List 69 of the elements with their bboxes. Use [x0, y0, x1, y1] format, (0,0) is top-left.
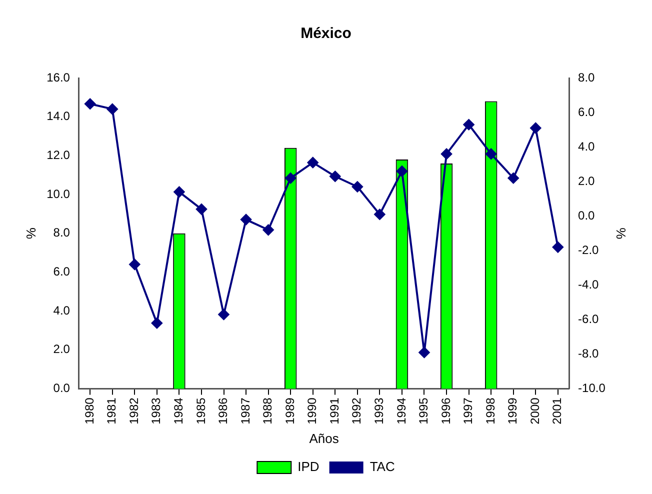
point	[307, 157, 318, 168]
chart-title: México	[300, 25, 352, 42]
x-tick-label: 1998	[483, 397, 498, 424]
point	[262, 224, 274, 236]
y-tick-label: 0.0	[53, 381, 70, 396]
point	[508, 172, 519, 184]
point	[218, 308, 230, 320]
x-tick-label: 1997	[461, 397, 476, 424]
point	[285, 172, 296, 184]
x-tick-label: 1996	[438, 397, 453, 424]
x-axis-title: Años	[309, 430, 340, 446]
x-tick-label: 2000	[528, 397, 542, 424]
y-tick-label: 8.0	[53, 226, 70, 240]
y2-tick-label: -8.0	[578, 346, 600, 360]
y-tick-label: 10.0	[46, 186, 70, 201]
point	[174, 186, 185, 198]
y2-tick-label: 2.0	[578, 174, 596, 188]
y2-tick-label: -6.0	[578, 312, 600, 326]
x-tick-label: 1981	[104, 397, 119, 424]
point	[418, 346, 430, 358]
point	[151, 318, 162, 329]
x-tick-label: 1986	[216, 397, 230, 424]
point	[129, 258, 140, 270]
y2-tick-label: 4.0	[578, 139, 596, 154]
y2-tick-label: -2.0	[578, 242, 600, 257]
x-tick-label: 1990	[305, 397, 320, 424]
x-tick-label: 1985	[194, 397, 208, 424]
y-tick-label: 14.0	[46, 109, 70, 124]
x-tick-label: 1995	[416, 397, 431, 424]
x-tick-label: 1994	[394, 397, 408, 424]
x-tick-label: 1992	[350, 397, 364, 424]
x-tick-label: 1999	[506, 397, 520, 424]
point	[196, 204, 207, 215]
y2-tick-label: -4.0	[578, 277, 600, 292]
x-tick-label: 1983	[149, 397, 164, 424]
legend-label: IPD	[298, 459, 320, 474]
point	[84, 98, 96, 110]
x-tick-label: 1991	[327, 397, 342, 424]
x-tick-label: 1982	[126, 397, 141, 424]
point	[330, 170, 341, 182]
legend-label: TAC	[370, 459, 395, 474]
y2-tick-label: 6.0	[578, 104, 596, 119]
x-tick-label: 2001	[550, 397, 564, 424]
y-tick-label: 16.0	[46, 70, 70, 84]
point	[486, 148, 497, 160]
point	[106, 104, 118, 115]
x-tick-label: 1993	[372, 397, 386, 424]
x-tick-label: 1987	[238, 397, 252, 424]
point	[374, 208, 386, 220]
y2-tick-label: 8.0	[578, 70, 596, 84]
point	[552, 242, 564, 253]
y-tick-label: 2.0	[53, 342, 70, 356]
x-tick-label: 1988	[260, 397, 275, 424]
y-tick-label: 4.0	[53, 303, 70, 318]
x-tick-label: 1984	[172, 397, 186, 424]
point	[530, 122, 542, 134]
y-axis-title: %	[23, 227, 38, 240]
y-tick-label: 6.0	[53, 264, 70, 279]
x-tick-label: 1989	[282, 397, 297, 424]
y2-axis-title: %	[614, 228, 629, 240]
point	[441, 148, 452, 160]
x-tick-label: 1980	[82, 397, 96, 424]
y2-tick-label: -10.0	[578, 381, 606, 396]
point	[463, 119, 474, 130]
point	[396, 166, 408, 177]
y-tick-label: 12.0	[46, 148, 70, 162]
point	[240, 214, 252, 226]
y2-tick-label: 0.0	[578, 208, 596, 222]
point	[352, 181, 363, 192]
